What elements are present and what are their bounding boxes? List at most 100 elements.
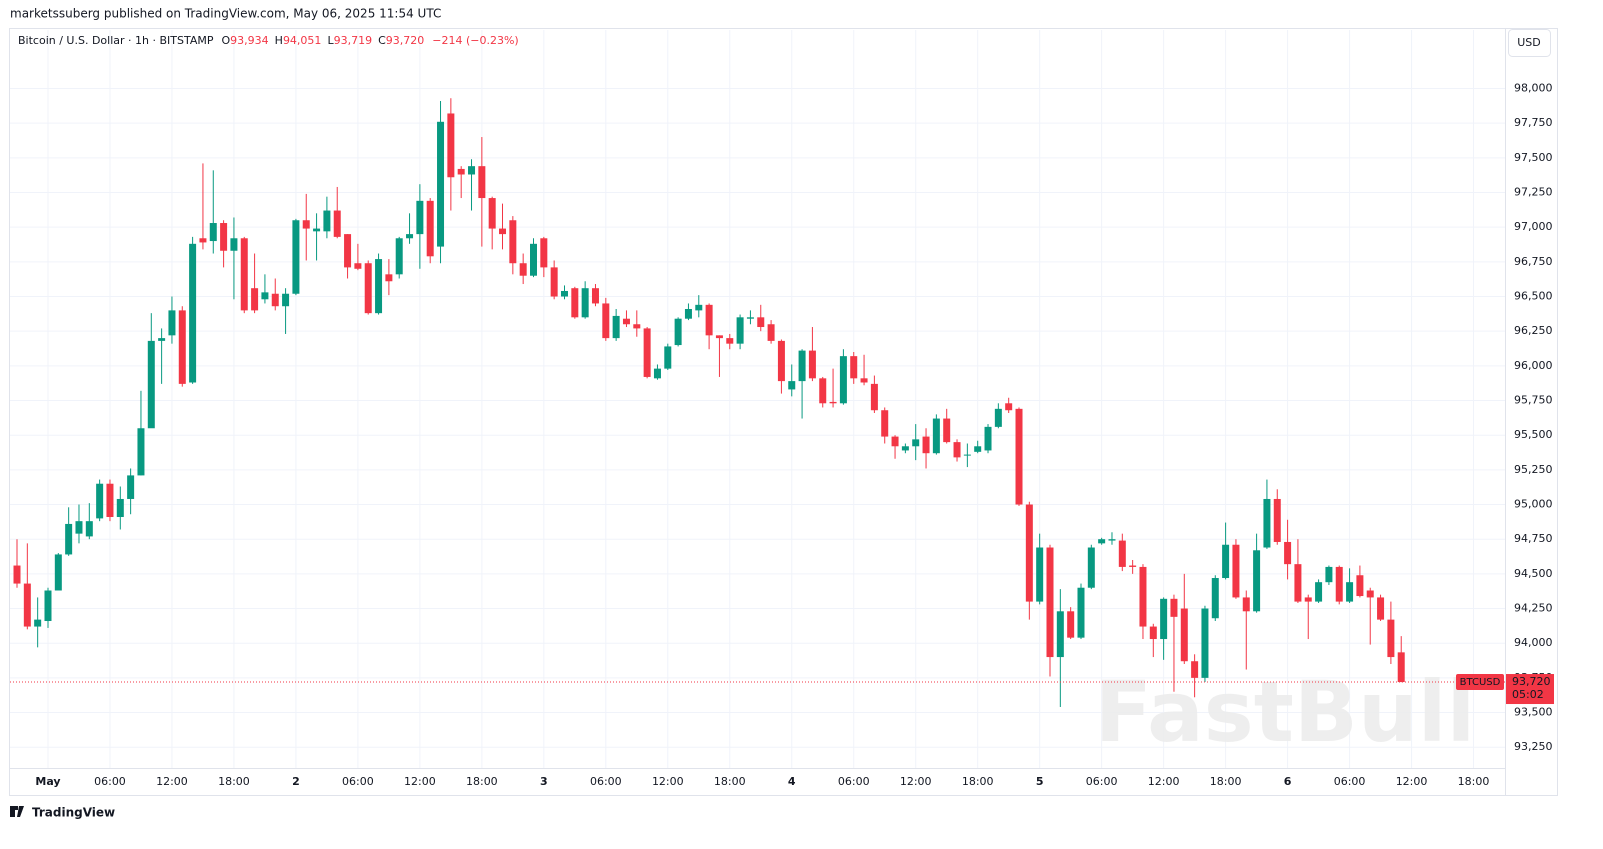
candle-body bbox=[1315, 582, 1323, 602]
candle-body bbox=[499, 228, 507, 235]
candle-body bbox=[860, 378, 868, 383]
candle-body bbox=[385, 274, 393, 282]
price-label: 93,720 bbox=[1512, 675, 1551, 688]
y-tick-label: 97,000 bbox=[1514, 220, 1553, 233]
candle-body bbox=[891, 436, 899, 447]
candle-body bbox=[1335, 566, 1343, 602]
candle-body bbox=[726, 338, 734, 344]
candle-body bbox=[1036, 547, 1044, 602]
candle-body bbox=[1325, 566, 1333, 583]
x-tick-label: 06:00 bbox=[342, 775, 374, 788]
candle-body bbox=[65, 523, 73, 555]
candle-body bbox=[550, 267, 558, 297]
candle-body bbox=[530, 243, 537, 276]
publisher: marketssuberg published on TradingView.c… bbox=[10, 7, 441, 21]
y-tick-label: 97,750 bbox=[1514, 116, 1553, 129]
symbol-header: Bitcoin / U.S. Dollar · 1h · BITSTAMP O 93… bbox=[18, 34, 519, 47]
symbol-label-box bbox=[1456, 674, 1504, 691]
footer-text: TradingView bbox=[32, 806, 115, 820]
x-tick-label: 12:00 bbox=[156, 775, 188, 788]
candle-body bbox=[23, 583, 31, 627]
candle-body bbox=[54, 554, 62, 591]
candle-body bbox=[75, 521, 83, 534]
candle-body bbox=[581, 288, 589, 318]
candle-body bbox=[664, 346, 672, 369]
candle-body bbox=[447, 113, 455, 178]
change: −214 (−0.23%) bbox=[432, 34, 518, 47]
candle-body bbox=[643, 328, 651, 377]
candle-body bbox=[261, 292, 269, 300]
candle-body bbox=[323, 210, 331, 232]
candle-body bbox=[1387, 619, 1395, 658]
candle-body bbox=[1056, 611, 1064, 658]
candle-body bbox=[994, 408, 1002, 427]
candle-body bbox=[850, 356, 858, 379]
candle-body bbox=[416, 200, 424, 235]
candle-body bbox=[974, 446, 982, 452]
x-tick-label: 12:00 bbox=[1148, 775, 1180, 788]
ohlc-key: L bbox=[327, 34, 334, 47]
candle-body bbox=[137, 428, 145, 476]
candle-body bbox=[354, 263, 362, 269]
x-tick-label: 4 bbox=[788, 775, 796, 788]
candle-body bbox=[633, 324, 641, 329]
candle-body bbox=[932, 418, 940, 454]
candle-body bbox=[653, 368, 661, 379]
candle-body bbox=[839, 356, 847, 404]
candle-body bbox=[1139, 566, 1147, 627]
candle-body bbox=[1087, 547, 1095, 588]
candle-body bbox=[591, 288, 599, 304]
y-tick-label: 95,250 bbox=[1514, 463, 1553, 476]
candle-body bbox=[1160, 598, 1168, 640]
ohlc-key: C bbox=[378, 34, 386, 47]
logo-icon bbox=[10, 806, 24, 817]
candle-body bbox=[1294, 564, 1302, 602]
candle-body bbox=[240, 238, 248, 311]
candle-body bbox=[1108, 539, 1116, 541]
candle-body bbox=[1232, 544, 1240, 598]
x-tick-label: 12:00 bbox=[1396, 775, 1428, 788]
ohlc-value: 93,720 bbox=[386, 34, 425, 47]
watermark: FastBull bbox=[1095, 663, 1476, 761]
candle-body bbox=[127, 475, 135, 499]
candle-body bbox=[767, 324, 775, 341]
candle-body bbox=[922, 436, 930, 454]
candle-body bbox=[1201, 608, 1209, 678]
symbol: Bitcoin / U.S. Dollar · 1h · BITSTAMP bbox=[18, 34, 214, 47]
candle-body bbox=[1397, 652, 1405, 683]
candle-body bbox=[540, 238, 548, 268]
candle-body bbox=[1025, 504, 1033, 602]
candle-body bbox=[870, 383, 878, 411]
candle-body bbox=[1149, 626, 1157, 640]
candle-body bbox=[1015, 408, 1023, 505]
candle-body bbox=[1005, 403, 1013, 411]
candle-body bbox=[560, 290, 568, 297]
ohlc-key: O bbox=[221, 34, 230, 47]
candle-body bbox=[829, 401, 837, 404]
currency[interactable]: USD bbox=[1517, 36, 1541, 49]
candle-body bbox=[1242, 597, 1250, 612]
x-tick-label: 3 bbox=[540, 775, 548, 788]
candle-body bbox=[819, 378, 827, 404]
y-tick-label: 95,500 bbox=[1514, 428, 1553, 441]
x-tick-label: 18:00 bbox=[714, 775, 746, 788]
candle-body bbox=[189, 243, 197, 383]
candle-body bbox=[519, 263, 527, 276]
price-label-box bbox=[1506, 674, 1554, 705]
candle-body bbox=[344, 234, 352, 268]
candle-body bbox=[1191, 661, 1199, 678]
countdown-label: 05:02 bbox=[1512, 688, 1544, 701]
candle-body bbox=[1180, 608, 1188, 662]
ohlc-value: 93,719 bbox=[334, 34, 373, 47]
candle-body bbox=[881, 410, 889, 437]
candle-body bbox=[953, 442, 961, 458]
candle-body bbox=[1366, 590, 1374, 598]
currency-button[interactable] bbox=[1508, 29, 1551, 57]
x-tick-label: 06:00 bbox=[838, 775, 870, 788]
candle-body bbox=[901, 446, 909, 451]
candle-body bbox=[168, 310, 176, 336]
candle-body bbox=[209, 223, 217, 242]
candle-body bbox=[788, 381, 796, 390]
candle-body bbox=[468, 166, 476, 175]
candle-body bbox=[984, 426, 992, 451]
